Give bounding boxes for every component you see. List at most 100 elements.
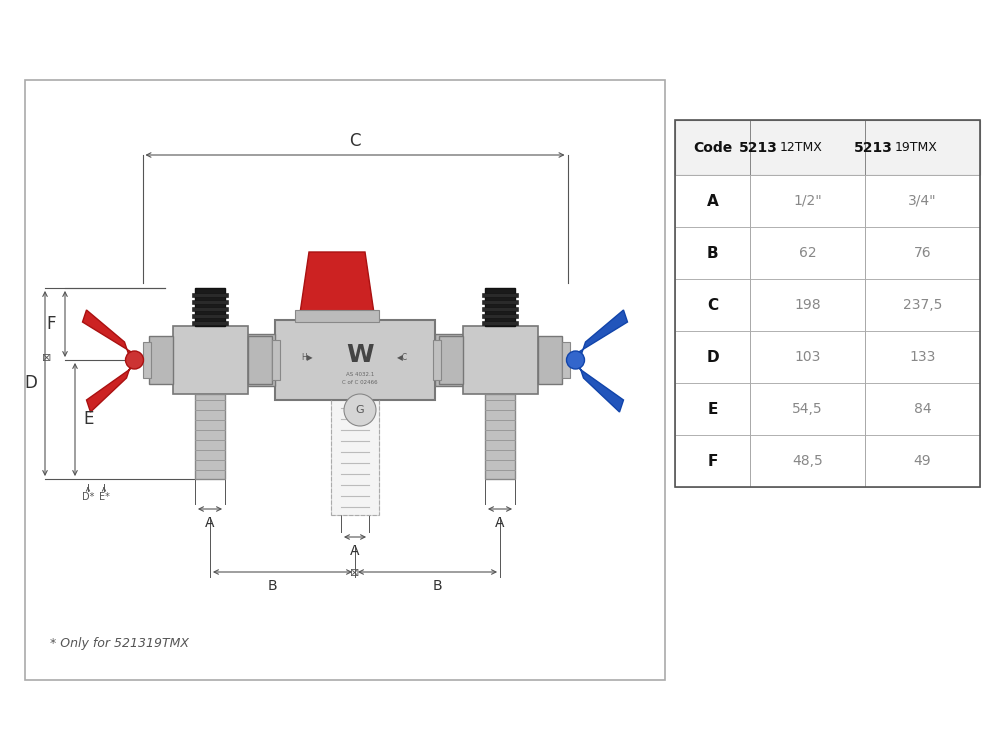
Circle shape — [126, 351, 144, 369]
Bar — [675, 435, 980, 487]
Bar — [750, 175, 751, 227]
Text: Code: Code — [693, 140, 732, 154]
Bar — [195, 394, 225, 479]
Text: B: B — [433, 579, 442, 593]
Bar — [25, 80, 665, 680]
Polygon shape — [576, 366, 624, 412]
Bar — [482, 307, 518, 311]
Bar — [750, 227, 751, 279]
Bar — [865, 435, 866, 487]
Text: C of C 02466: C of C 02466 — [342, 380, 378, 385]
Bar — [432, 340, 440, 380]
Bar — [750, 120, 751, 175]
Text: D: D — [706, 350, 719, 364]
Bar — [438, 336, 462, 384]
Text: C: C — [707, 298, 718, 313]
Text: 103: 103 — [794, 350, 821, 364]
Bar — [272, 340, 280, 380]
Text: 54,5: 54,5 — [792, 402, 823, 416]
Bar — [275, 344, 280, 376]
Bar — [865, 227, 866, 279]
Text: 49: 49 — [914, 454, 931, 468]
Text: AS 4032.1: AS 4032.1 — [346, 373, 374, 377]
Bar — [247, 334, 275, 386]
Bar — [482, 300, 518, 304]
Bar — [865, 383, 866, 435]
Text: E*: E* — [99, 492, 109, 502]
Polygon shape — [299, 252, 375, 320]
Text: F: F — [707, 454, 718, 469]
Text: A: A — [495, 516, 505, 530]
Bar — [435, 334, 463, 386]
Text: 198: 198 — [794, 298, 821, 312]
Bar — [432, 344, 471, 376]
Bar — [675, 279, 980, 331]
Bar — [485, 394, 515, 479]
Bar — [173, 326, 248, 394]
Bar — [482, 293, 518, 297]
Text: 84: 84 — [914, 402, 931, 416]
Bar — [248, 336, 272, 384]
Text: 5213: 5213 — [739, 140, 778, 154]
Bar — [192, 314, 228, 318]
Bar — [192, 300, 228, 304]
Text: A: A — [707, 194, 718, 208]
Bar — [485, 288, 515, 326]
Bar — [675, 120, 980, 175]
Text: ⊠: ⊠ — [42, 353, 52, 363]
Text: 237,5: 237,5 — [903, 298, 942, 312]
Bar — [143, 342, 150, 378]
Bar — [675, 331, 980, 383]
Text: 3/4": 3/4" — [908, 194, 937, 208]
Text: H▶: H▶ — [301, 352, 313, 362]
Bar — [865, 331, 866, 383]
Text: 1/2": 1/2" — [793, 194, 822, 208]
Bar — [750, 279, 751, 331]
Bar — [192, 321, 228, 325]
Bar — [675, 227, 980, 279]
Circle shape — [566, 351, 584, 369]
Bar — [675, 383, 980, 435]
Bar — [241, 340, 249, 380]
Bar — [538, 336, 562, 384]
Text: 19TMX: 19TMX — [895, 141, 938, 154]
Bar — [865, 175, 866, 227]
Bar — [675, 120, 980, 487]
Bar — [482, 314, 518, 318]
Text: B: B — [707, 245, 718, 260]
Bar — [750, 383, 751, 435]
Bar — [331, 400, 379, 515]
Bar — [750, 435, 751, 487]
Text: D*: D* — [82, 492, 94, 502]
Text: A: A — [205, 516, 215, 530]
Bar — [750, 331, 751, 383]
Bar — [865, 120, 866, 175]
Text: 5213: 5213 — [854, 140, 893, 154]
Text: 76: 76 — [914, 246, 931, 260]
Bar — [195, 288, 225, 326]
Text: G: G — [356, 405, 364, 415]
Text: * Only for 521319TMX: * Only for 521319TMX — [50, 637, 189, 650]
Bar — [295, 310, 379, 322]
Bar — [148, 336, 173, 384]
Text: E: E — [707, 401, 718, 416]
Text: C: C — [349, 132, 361, 150]
Text: 62: 62 — [799, 246, 816, 260]
Text: 48,5: 48,5 — [792, 454, 823, 468]
Text: A: A — [350, 544, 360, 558]
Polygon shape — [82, 310, 134, 354]
Bar — [562, 342, 570, 378]
Bar — [192, 293, 228, 297]
Bar — [675, 175, 980, 227]
Polygon shape — [87, 366, 134, 412]
Bar — [275, 320, 435, 400]
Polygon shape — [576, 310, 628, 354]
Text: 12TMX: 12TMX — [780, 141, 823, 154]
Text: E: E — [84, 410, 94, 428]
Text: ⊠: ⊠ — [350, 568, 360, 578]
Text: 133: 133 — [909, 350, 936, 364]
Text: D: D — [25, 374, 37, 392]
Bar — [192, 307, 228, 311]
Text: B: B — [268, 579, 277, 593]
Circle shape — [344, 394, 376, 426]
